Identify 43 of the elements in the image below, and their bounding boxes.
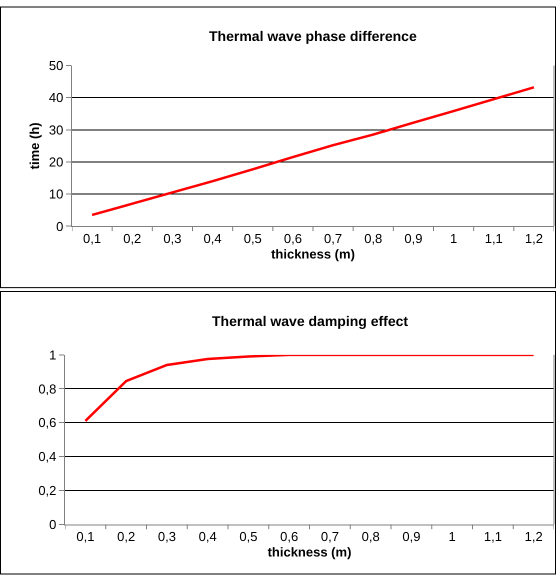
x-tick-label: 0,8: [362, 528, 380, 544]
x-tick-label: 0,4: [204, 230, 222, 246]
y-tick-label: 0: [49, 516, 56, 532]
y-tick-label: 40: [48, 90, 64, 106]
x-tick-label: 0,3: [158, 528, 176, 544]
x-tick-label: 1,2: [524, 230, 543, 246]
x-tick-label: 1,1: [484, 230, 503, 246]
x-tick-label: 0,7: [324, 230, 342, 246]
x-tick-label: 0,7: [320, 528, 339, 544]
x-tick-label: 0,4: [198, 528, 217, 544]
x-tick-label: 0,2: [117, 528, 136, 544]
y-tick-label: 0: [56, 218, 64, 234]
x-tick-label: 0,5: [239, 528, 258, 544]
chart-title: Thermal wave phase difference: [209, 28, 417, 44]
x-axis-title: thickness (m): [271, 246, 355, 262]
x-tick-label: 0,9: [404, 230, 422, 246]
y-tick-label: 50: [48, 58, 64, 74]
y-tick-label: 0,8: [38, 381, 56, 396]
x-tick-label: 0,1: [83, 230, 102, 246]
x-tick-label: 1: [450, 230, 458, 246]
x-tick-label: 1: [448, 528, 456, 544]
x-tick-label: 1,1: [484, 528, 502, 544]
x-tick-label: 0,6: [280, 528, 298, 544]
y-axis-title: time (h): [26, 122, 42, 170]
x-tick-label: 0,2: [123, 230, 142, 246]
x-tick-label: 0,6: [284, 230, 302, 246]
y-tick-label: 0,2: [38, 482, 56, 498]
x-tick-label: 0,8: [364, 230, 382, 246]
y-tick-label: 0,4: [38, 449, 56, 464]
y-tick-label: 20: [48, 154, 64, 170]
x-tick-label: 0,1: [76, 528, 94, 544]
chart-title: Thermal wave damping effect: [212, 313, 408, 329]
x-tick-label: 0,3: [163, 230, 182, 246]
x-tick-label: 0,5: [244, 230, 262, 246]
x-tick-label: 0,9: [402, 528, 420, 544]
line-series: [90, 86, 536, 216]
line-series: [84, 354, 535, 422]
y-tick-label: 30: [48, 122, 64, 138]
x-axis-title: thickness (m): [268, 544, 352, 560]
y-tick-label: 0,6: [38, 415, 56, 430]
x-tick-label: 1,2: [524, 528, 543, 544]
y-tick-label: 1: [49, 347, 56, 362]
y-tick-label: 10: [48, 186, 64, 202]
